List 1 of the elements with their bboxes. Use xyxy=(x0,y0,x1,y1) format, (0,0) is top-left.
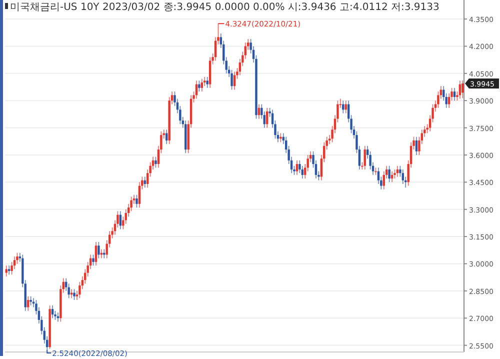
chart-title: 미국채금리-US 10Y 2023/03/02 종:3.9945 0.0000 0.00% 시:3.9436 고:4.0112 저:3.9133 xyxy=(10,2,440,13)
